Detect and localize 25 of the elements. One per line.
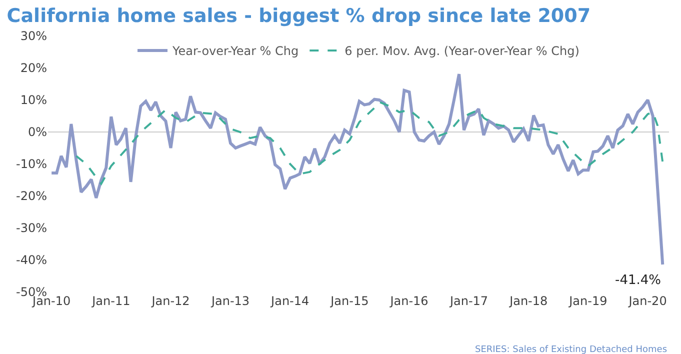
y-tick-label: 10% [20,93,47,108]
text: SERIES: Sales of Existing Detached Homes [475,345,668,354]
x-tick-label: Jan-19 [568,294,608,308]
x-tick-label: Jan-20 [628,294,667,308]
y-tick-label: -40% [16,253,47,268]
x-tick-label: Jan-11 [91,294,130,308]
legend-label: 6 per. Mov. Avg. (Year-over-Year % Chg) [344,44,580,58]
x-tick-label: Jan-13 [210,294,250,308]
line-series [75,100,664,185]
x-tick-label: Jan-14 [270,294,310,308]
x-tick-label: Jan-18 [508,294,548,308]
chart-title: California home sales - biggest % drop since late 2007 [6,5,591,28]
y-tick-label: 30% [20,29,47,44]
x-tick-label: Jan-15 [330,294,369,308]
y-tick-label: 0% [28,125,47,140]
x-tick-label: Jan-12 [150,294,190,308]
y-tick-label: -20% [16,189,47,204]
legend-label: Year-over-Year % Chg [172,44,299,58]
x-tick-label: Jan-17 [448,294,488,308]
y-tick-label: -10% [16,157,47,172]
x-tick-label: Jan-16 [389,294,428,308]
y-tick-label: 20% [20,61,47,76]
annotation: -41.4% [615,273,661,288]
y-tick-label: -30% [16,221,47,236]
line-series [50,72,664,266]
